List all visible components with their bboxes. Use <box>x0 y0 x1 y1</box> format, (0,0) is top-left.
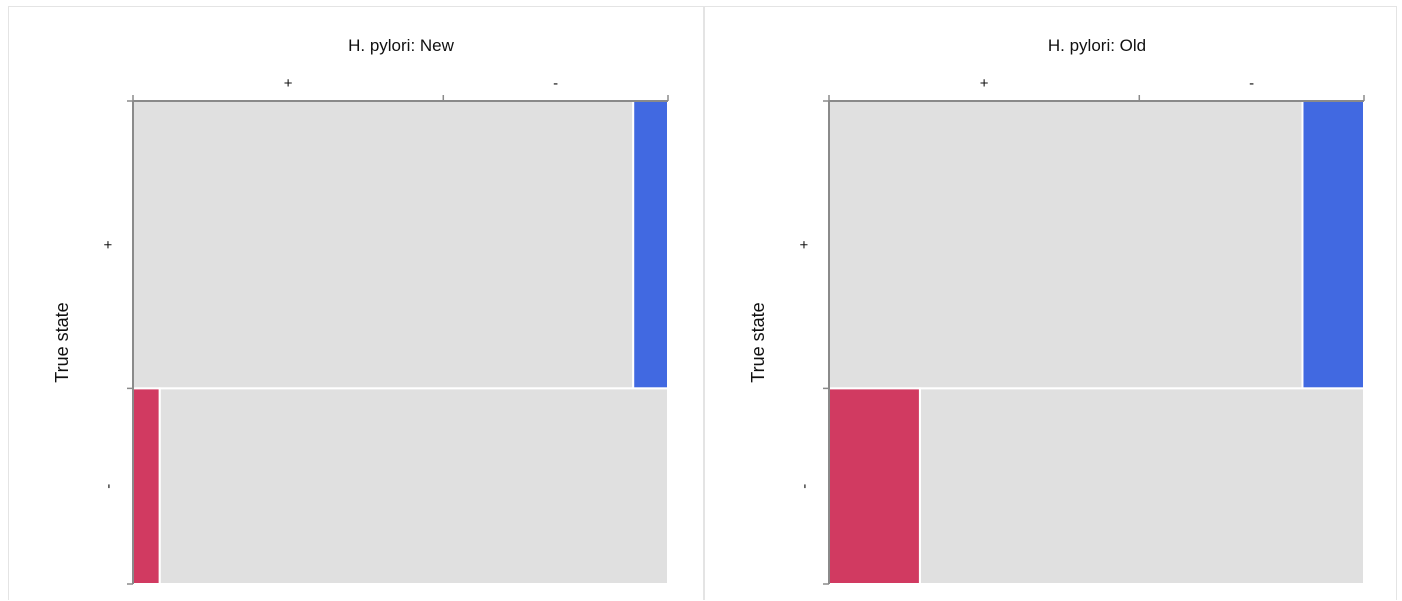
chart-0-cell-rowpos-colpos <box>132 100 635 390</box>
chart-panel-old: H. pylori: Old True state + - + - <box>704 6 1397 600</box>
mosaic-chart-old: H. pylori: Old True state + - + - <box>748 36 1365 586</box>
chart-0-x-tick-label-neg: - <box>553 75 558 92</box>
chart-1-x-tick-label-pos: + <box>980 75 989 92</box>
chart-1-cell-rowneg-colpos <box>828 387 921 586</box>
chart-0-title: H. pylori: New <box>348 36 455 55</box>
mosaic-chart-new: H. pylori: New True state + - + - <box>52 36 669 586</box>
chart-1-y-axis-label: True state <box>748 302 768 382</box>
chart-1-y-tick-label-pos: + <box>796 240 813 249</box>
chart-1-cell-rowpos-colneg <box>1301 100 1365 390</box>
chart-1-cell-rowneg-colneg <box>918 387 1365 586</box>
chart-0-cell-rowpos-colneg <box>632 100 669 390</box>
chart-0-y-axis-label: True state <box>52 302 72 382</box>
chart-0-cell-rowneg-colpos <box>132 387 161 586</box>
chart-0-y-tick-label-neg: - <box>100 484 117 489</box>
chart-1-y-tick-label-neg: - <box>796 484 813 489</box>
chart-0-cell-rowneg-colneg <box>158 387 669 586</box>
chart-1-cell-rowpos-colpos <box>828 100 1304 390</box>
chart-panel-new: H. pylori: New True state + - + - <box>8 6 704 600</box>
chart-0-x-tick-label-pos: + <box>284 75 293 92</box>
chart-1-x-tick-label-neg: - <box>1249 75 1254 92</box>
chart-1-title: H. pylori: Old <box>1048 36 1146 55</box>
chart-0-y-tick-label-pos: + <box>100 240 117 249</box>
